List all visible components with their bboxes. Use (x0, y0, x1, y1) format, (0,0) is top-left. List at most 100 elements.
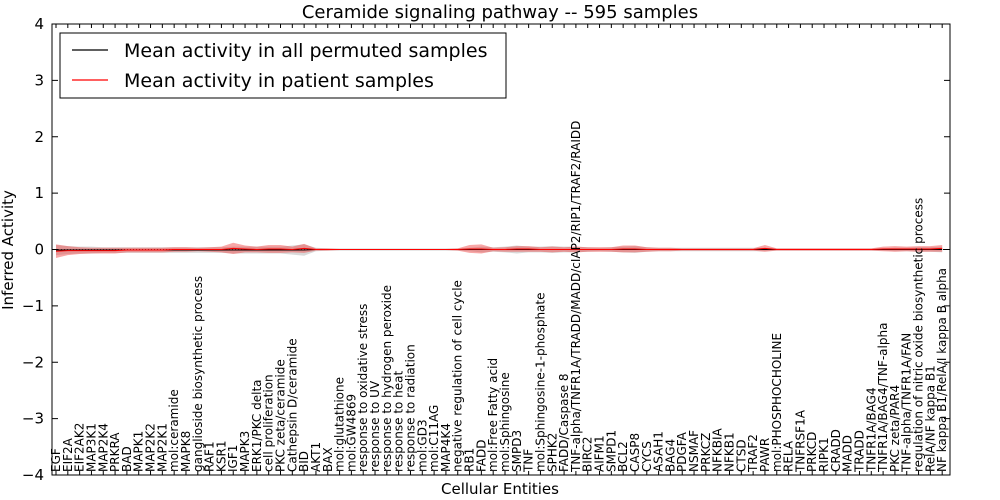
x-category-label: BAD (120, 446, 134, 472)
x-category-label: mol:C11AG (427, 405, 441, 472)
x-category-label: BID (297, 451, 311, 472)
x-category-label: cell proliferation (262, 374, 276, 472)
x-category-label: AIFM1 (593, 435, 607, 472)
x-category-label: ASAH1 (652, 431, 666, 472)
x-category-label: MAP4K4 (439, 423, 453, 472)
x-category-label: TRADD (852, 430, 866, 473)
x-category-label: KSR1 (214, 441, 228, 472)
y-axis-title: Inferred Activity (0, 190, 17, 310)
x-category-label: BIRC2 (581, 436, 595, 472)
x-category-label: CTSD (734, 439, 748, 472)
x-category-label: SMPD3 (510, 430, 524, 472)
x-category-label: mol:GD3 (415, 419, 429, 472)
x-axis-title: Cellular Entities (441, 480, 559, 498)
x-category-label: SMPD1 (604, 430, 618, 472)
y-tick-label: −4 (22, 466, 44, 484)
x-category-label: NFKBIA (711, 427, 725, 472)
y-tick-label: 1 (34, 184, 44, 202)
legend-box (59, 32, 507, 99)
x-category-label: response to radiation (403, 344, 417, 472)
x-category-label: TNFRSF1A (793, 409, 807, 473)
band-permuted (56, 244, 943, 256)
x-category-label: response to oxidative stress (356, 304, 370, 472)
x-category-label: BAG4 (663, 439, 677, 472)
x-category-labels: EGFEIF2AEIF2AK2MAP3K1MAP2K4PRKRABADMAPK1… (49, 121, 949, 473)
x-category-label: CRADD (829, 429, 843, 472)
x-category-label: NFKB1 (723, 432, 737, 472)
confidence-bands (56, 242, 943, 258)
x-category-label: PDGFA (675, 431, 689, 472)
x-category-label: MAP3K1 (84, 423, 98, 472)
y-tick-labels: −4 −3 −2 −1 0 1 2 3 4 (22, 15, 44, 484)
y-tick-label: 3 (34, 71, 44, 89)
x-category-label: PRKCD (805, 432, 819, 472)
x-category-label: EGF (49, 448, 63, 472)
x-category-label: PRKCZ (699, 433, 713, 472)
x-category-label: response to UV (368, 380, 382, 472)
x-category-label: mol:GW4869 (344, 394, 358, 472)
x-category-label: MAP2K1 (155, 423, 169, 472)
y-tick-label: 4 (34, 15, 44, 33)
x-category-label: BAX (321, 447, 335, 472)
x-category-label: MAP2K4 (96, 423, 110, 472)
x-category-label: BCL2 (616, 441, 630, 472)
x-category-label: NSMAF (687, 430, 701, 472)
x-category-label: PKC zeta/ceramide (274, 359, 288, 472)
x-category-label: response to hydrogen peroxide (380, 285, 394, 472)
x-category-label: TNF (522, 449, 536, 473)
x-category-label: RAF1 (203, 441, 217, 472)
x-category-label: MADD (841, 435, 855, 472)
x-category-label: RB1 (463, 448, 477, 472)
x-category-label: MAPK8 (179, 431, 193, 472)
x-category-label: mol:Sphingosine (498, 372, 512, 472)
y-tick-label: 2 (34, 128, 44, 146)
x-category-label: PAWR (758, 438, 772, 472)
x-category-label: response to heat (392, 370, 406, 472)
axis-ticks (52, 23, 950, 476)
x-category-label: mol:Free Fatty acid (486, 358, 500, 472)
x-category-label: mol:PHOSPHOCHOLINE (770, 333, 784, 472)
x-category-label: PKC zeta/PAR4 (888, 385, 902, 472)
x-category-label: TNFR1A/BAG4/TNF-alpha (876, 323, 890, 473)
x-category-label: MAPK1 (132, 431, 146, 472)
legend-label-patient: Mean activity in patient samples (124, 70, 434, 92)
x-category-label: RIPK1 (817, 437, 831, 472)
x-category-label: EIF2A (61, 437, 75, 472)
series-line-patient (55, 247, 943, 252)
y-tick-label: −2 (22, 353, 44, 371)
legend: Mean activity in all permuted samples Me… (59, 32, 507, 99)
y-tick-label: 0 (34, 241, 44, 259)
x-category-label: TNF-alpha/TNFR1A/TRADD/MADD/cIAP2/RIP1/T… (569, 121, 583, 473)
band-patient (56, 242, 943, 258)
x-category-label: EIF2AK2 (73, 423, 87, 472)
y-tick-label: −1 (22, 297, 44, 315)
x-category-label: MAP2K2 (144, 423, 158, 472)
x-category-label: CYCS (640, 441, 654, 472)
x-category-label: mol:ceramide (167, 389, 181, 472)
y-tick-label: −3 (22, 410, 44, 428)
x-category-label: TRAF2 (746, 434, 760, 473)
x-category-label: ERK1/PKC delta (250, 379, 264, 472)
x-category-label: FADD/Caspase 8 (557, 373, 571, 472)
legend-label-permuted: Mean activity in all permuted samples (124, 40, 487, 62)
chart-title: Ceramide signaling pathway -- 595 sample… (302, 2, 698, 23)
x-category-label: mol:Sphingosine-1-phosphate (533, 293, 547, 473)
x-category-label: RELA (782, 440, 796, 472)
x-category-label: ganglioside biosynthetic process (191, 276, 205, 472)
x-category-label: TNFR1A/BAG4 (864, 387, 878, 473)
series-lines (55, 247, 943, 252)
x-category-label: IGF1 (226, 445, 240, 472)
x-category-label: MAPK3 (238, 431, 252, 472)
x-category-label: regulation of nitric oxide biosynthetic … (912, 198, 926, 472)
x-category-label: PRKRA (108, 432, 122, 472)
x-category-label: negative regulation of cell cycle (451, 280, 465, 472)
x-category-label: Cathepsin D/ceramide (285, 338, 299, 472)
x-category-label: mol:glutathione (333, 377, 347, 472)
x-category-label: CASP8 (628, 433, 642, 472)
x-category-label: NF kappa B1/RelA/I kappa B alpha (935, 268, 949, 472)
x-category-label: AKT1 (309, 442, 323, 472)
x-category-label: FADD (474, 440, 488, 473)
x-category-label: RelA/NF kappa B1 (923, 365, 937, 472)
x-category-label: SPHK2 (545, 433, 559, 472)
x-category-label: TNF-alpha/TNFR1A/FAN (900, 333, 914, 473)
